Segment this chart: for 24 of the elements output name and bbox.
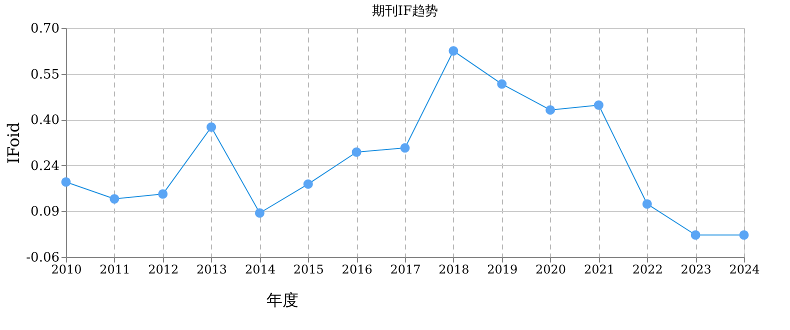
x-tick-label: 2010 <box>51 262 82 276</box>
x-axis-title: 年度 <box>266 290 298 310</box>
x-tick-label: 2018 <box>438 262 470 276</box>
x-tick-label: 2015 <box>293 262 324 276</box>
x-tick-label: 2014 <box>244 262 276 276</box>
x-tick-label: 2021 <box>584 262 614 276</box>
y-tick-label: 0.70 <box>30 22 60 36</box>
x-tick-label: 2017 <box>390 262 421 276</box>
x-tick-label: 2019 <box>487 262 518 276</box>
x-tick-label: 2020 <box>536 262 566 276</box>
y-tick-label: -0.06 <box>26 250 60 266</box>
y-tick-label: 0.55 <box>30 67 60 82</box>
x-tick-label: 2013 <box>196 262 228 276</box>
y-axis-title: IFoid <box>4 122 24 164</box>
x-tick-label: 2023 <box>680 262 712 276</box>
y-tick-label: 0.24 <box>30 158 60 174</box>
x-tick-label: 2024 <box>729 262 760 276</box>
x-tick-label: 2022 <box>632 262 663 276</box>
chart-title: 期刊IF趋势 <box>372 4 438 19</box>
x-tick-label: 2012 <box>148 262 179 276</box>
x-tick-label: 2011 <box>100 262 130 276</box>
y-tick-label: 0.40 <box>30 113 60 128</box>
x-tick-label: 2016 <box>342 262 372 276</box>
y-tick-label: 0.09 <box>30 204 60 220</box>
